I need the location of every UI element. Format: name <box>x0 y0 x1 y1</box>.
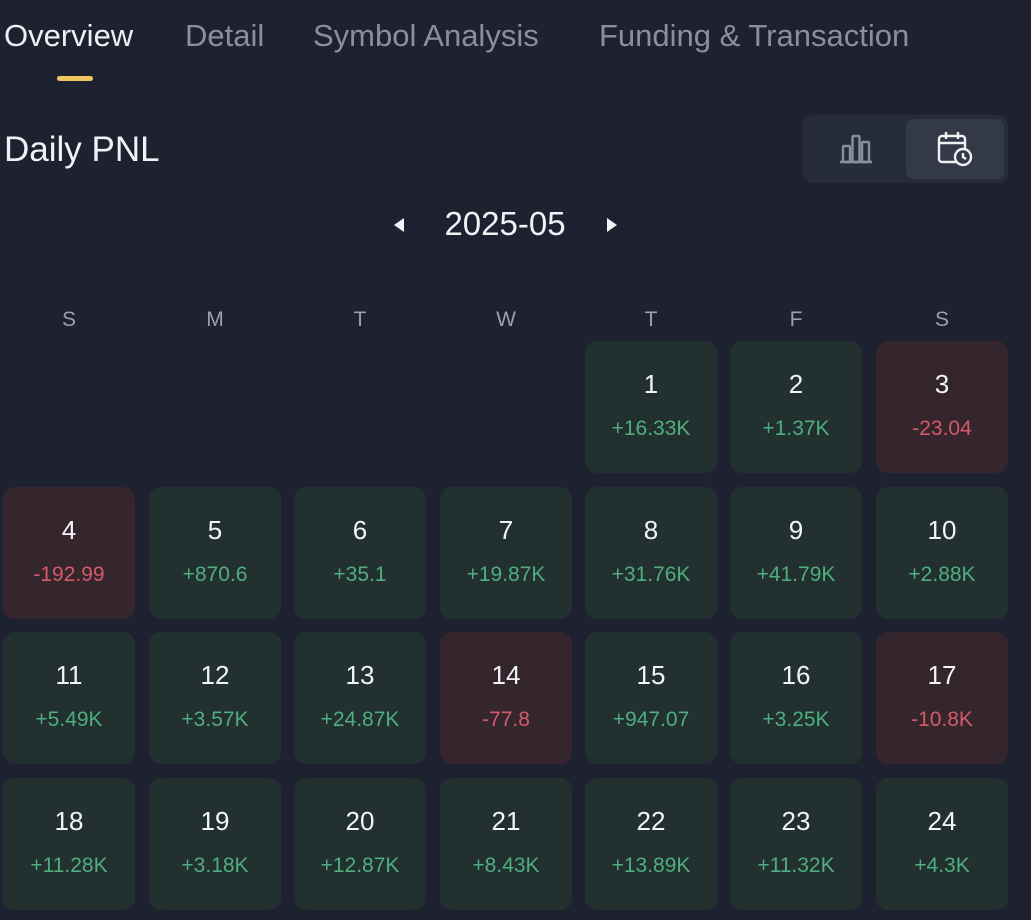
day-cell[interactable]: 12 +3.57K <box>149 632 281 764</box>
day-cell[interactable]: 14 -77.8 <box>440 632 572 764</box>
day-number: 7 <box>498 515 514 545</box>
day-cell[interactable]: 19 +3.18K <box>149 778 281 910</box>
current-month-label: 2025-05 <box>444 205 566 242</box>
day-pnl-value: +31.76K <box>611 563 691 586</box>
calendar-clock-icon <box>937 132 973 167</box>
day-number: 14 <box>491 660 521 690</box>
day-pnl-value: +24.87K <box>320 708 400 731</box>
day-pnl-value: +947.07 <box>612 708 690 731</box>
day-pnl-value: +2.88K <box>908 563 976 586</box>
day-number: 1 <box>643 369 659 399</box>
section-title: Daily PNL <box>4 130 160 169</box>
day-pnl-value: +870.6 <box>182 563 248 586</box>
day-cell[interactable]: 15 +947.07 <box>585 632 717 764</box>
weekday-label: S <box>61 308 76 331</box>
caret-right-icon <box>607 218 617 232</box>
day-number: 24 <box>927 806 957 836</box>
day-cell[interactable]: 1 +16.33K <box>585 341 717 473</box>
day-pnl-value: +11.28K <box>30 854 108 877</box>
day-number: 17 <box>927 660 957 690</box>
day-number: 5 <box>207 515 223 545</box>
previous-month-button[interactable] <box>384 210 414 240</box>
day-number: 6 <box>352 515 368 545</box>
tab-funding-transaction[interactable]: Funding & Transaction <box>599 18 910 53</box>
day-cell[interactable]: 17 -10.8K <box>876 632 1008 764</box>
day-cell[interactable]: 8 +31.76K <box>585 487 717 619</box>
day-pnl-value: +4.3K <box>914 854 970 877</box>
weekday-label: S <box>934 308 949 331</box>
view-toggle <box>803 115 1008 183</box>
day-cell[interactable]: 3 -23.04 <box>876 341 1008 473</box>
day-number: 19 <box>200 806 230 836</box>
day-cell[interactable]: 18 +11.28K <box>3 778 135 910</box>
weekday-label: T <box>644 308 658 331</box>
day-cell[interactable]: 22 +13.89K <box>585 778 717 910</box>
day-number: 22 <box>636 806 666 836</box>
day-cell[interactable]: 10 +2.88K <box>876 487 1008 619</box>
active-tab-indicator <box>57 76 93 81</box>
day-number: 16 <box>781 660 811 690</box>
day-cell[interactable]: 24 +4.3K <box>876 778 1008 910</box>
day-pnl-value: +11.32K <box>757 854 835 877</box>
day-number: 15 <box>636 660 666 690</box>
calendar-view-button[interactable] <box>906 119 1004 179</box>
caret-left-icon <box>394 218 404 232</box>
day-number: 9 <box>788 515 804 545</box>
bar-chart-icon <box>840 134 872 164</box>
day-cell[interactable]: 20 +12.87K <box>294 778 426 910</box>
day-cell[interactable]: 9 +41.79K <box>730 487 862 619</box>
next-month-button[interactable] <box>597 210 627 240</box>
day-cell[interactable]: 11 +5.49K <box>3 632 135 764</box>
day-pnl-value: +19.87K <box>466 563 546 586</box>
day-cell[interactable]: 16 +3.25K <box>730 632 862 764</box>
day-pnl-value: +12.87K <box>320 854 400 877</box>
weekday-label: W <box>496 308 516 331</box>
day-pnl-value: -23.04 <box>912 417 972 440</box>
day-pnl-value: +1.37K <box>762 417 830 440</box>
day-pnl-value: -77.8 <box>482 708 530 731</box>
day-cell[interactable]: 6 +35.1 <box>294 487 426 619</box>
weekday-label: T <box>353 308 367 331</box>
tab-bar: Overview Detail Symbol Analysis Funding … <box>0 0 1031 90</box>
bar-chart-view-button[interactable] <box>807 119 905 179</box>
day-number: 23 <box>781 806 811 836</box>
day-number: 18 <box>54 806 84 836</box>
day-pnl-value: +3.25K <box>762 708 830 731</box>
weekday-label: F <box>789 308 803 331</box>
day-number: 10 <box>927 515 957 545</box>
day-pnl-value: +8.43K <box>472 854 540 877</box>
tab-symbol-analysis[interactable]: Symbol Analysis <box>313 18 539 53</box>
day-pnl-value: +3.57K <box>181 708 249 731</box>
day-pnl-value: +5.49K <box>35 708 103 731</box>
day-number: 8 <box>643 515 659 545</box>
day-pnl-value: +35.1 <box>333 563 387 586</box>
day-number: 12 <box>200 660 230 690</box>
day-number: 11 <box>55 660 83 690</box>
day-cell[interactable]: 4 -192.99 <box>3 487 135 619</box>
day-pnl-value: +41.79K <box>756 563 836 586</box>
day-number: 4 <box>61 515 77 545</box>
day-cell[interactable]: 13 +24.87K <box>294 632 426 764</box>
day-pnl-value: +13.89K <box>611 854 691 877</box>
day-number: 20 <box>345 806 375 836</box>
day-number: 21 <box>491 806 521 836</box>
month-navigation: 2025-05 <box>0 200 1031 252</box>
day-pnl-value: +3.18K <box>181 854 249 877</box>
day-number: 3 <box>934 369 950 399</box>
day-cell[interactable]: 7 +19.87K <box>440 487 572 619</box>
day-cell[interactable]: 5 +870.6 <box>149 487 281 619</box>
tab-detail[interactable]: Detail <box>185 18 265 53</box>
weekday-label: M <box>206 308 224 331</box>
day-pnl-value: -192.99 <box>33 563 105 586</box>
day-number: 2 <box>788 369 804 399</box>
day-pnl-value: -10.8K <box>911 708 973 731</box>
day-cell[interactable]: 2 +1.37K <box>730 341 862 473</box>
day-cell[interactable]: 21 +8.43K <box>440 778 572 910</box>
day-cell[interactable]: 23 +11.32K <box>730 778 862 910</box>
day-number: 13 <box>345 660 375 690</box>
tab-overview[interactable]: Overview <box>4 18 134 53</box>
day-pnl-value: +16.33K <box>611 417 691 440</box>
